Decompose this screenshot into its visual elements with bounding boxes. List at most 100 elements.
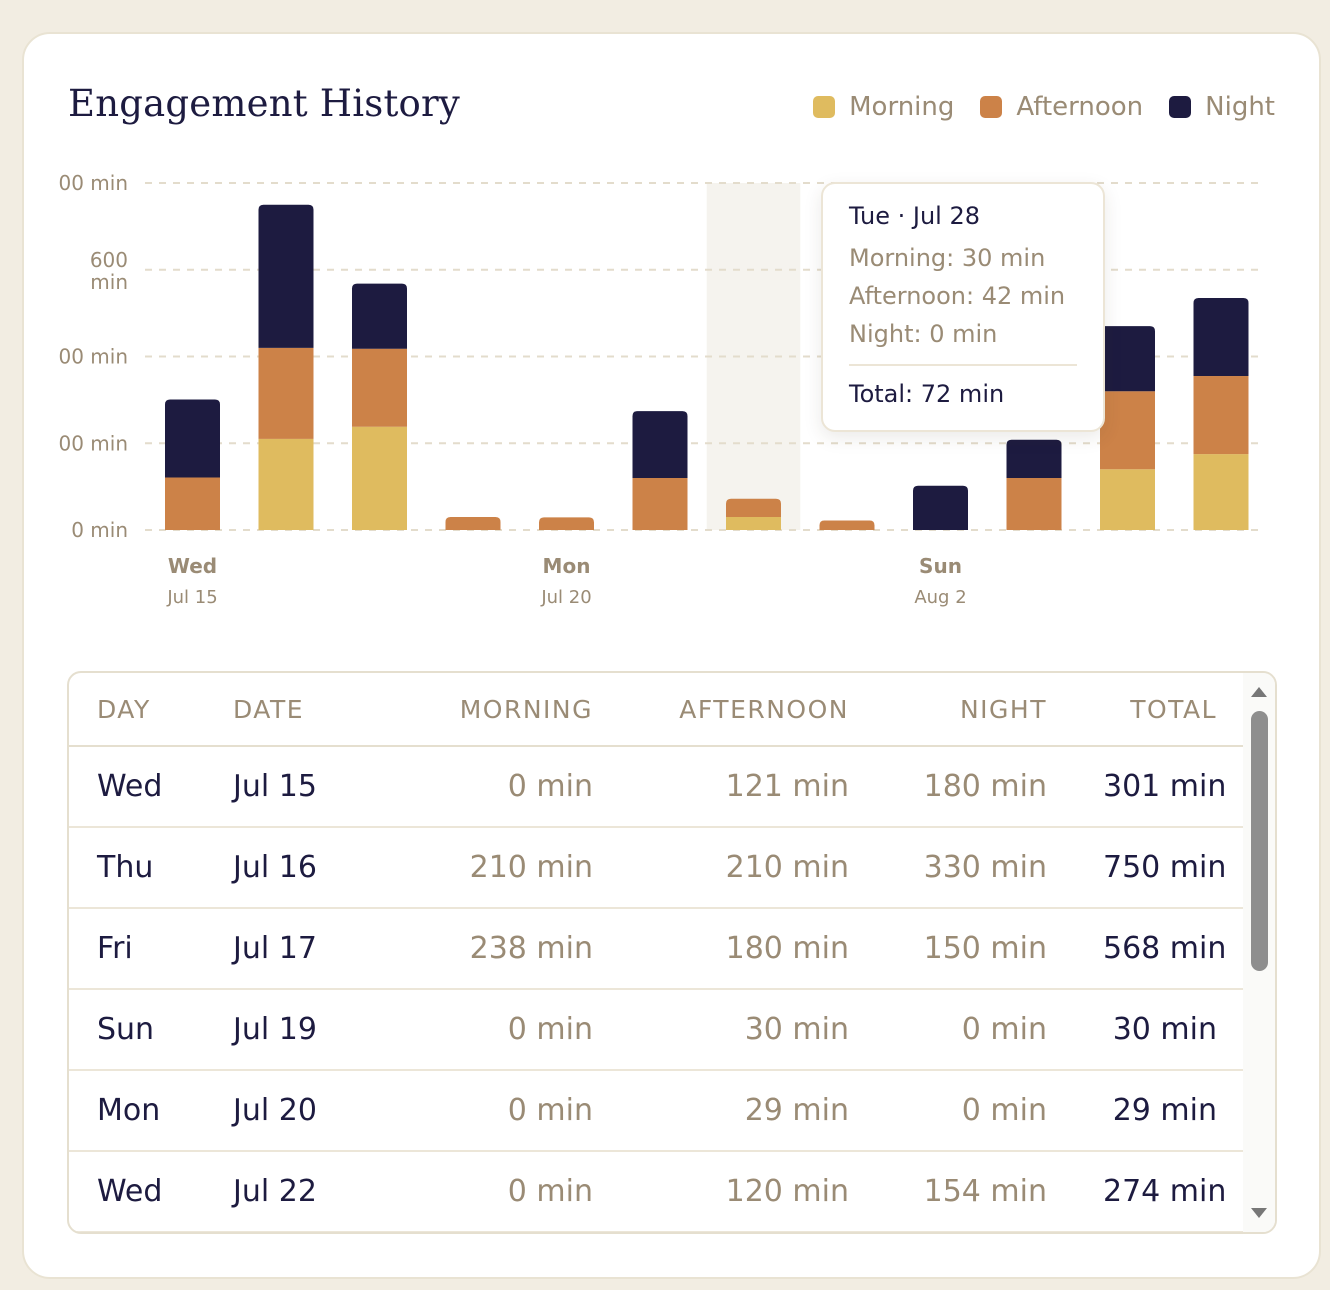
engagement-table-container[interactable]: DAY DATE MORNING AFTERNOON NIGHT TOTAL W…	[67, 671, 1277, 1234]
cell-morning: 0 min	[375, 1070, 621, 1152]
legend-label-night: Night	[1205, 92, 1275, 122]
cell-date: Jul 16	[205, 827, 375, 909]
header-afternoon[interactable]: AFTERNOON	[621, 673, 877, 747]
cell-day: Wed	[69, 746, 205, 828]
scrollbar-thumb[interactable]	[1251, 711, 1268, 971]
bar-segment-morning	[1193, 454, 1249, 530]
cell-date: Jul 17	[205, 908, 375, 990]
bar-segment-afternoon	[819, 520, 875, 530]
cell-day: Thu	[69, 827, 205, 909]
bar-segment-afternoon	[1193, 376, 1249, 455]
header-date[interactable]: DATE	[205, 673, 375, 747]
bar-segment-morning	[726, 516, 781, 530]
cell-afternoon: 120 min	[621, 1151, 877, 1232]
header-day[interactable]: DAY	[69, 673, 205, 747]
cell-afternoon: 121 min	[621, 746, 877, 828]
bar-segment-afternoon	[258, 347, 314, 439]
bar-segment-night	[1006, 439, 1062, 478]
cell-night: 0 min	[877, 989, 1075, 1071]
bar-segment-morning	[352, 426, 407, 530]
table-row: Sun Jul 19 0 min 30 min 0 min 30 min	[69, 989, 1245, 1071]
cell-morning: 238 min	[375, 908, 621, 990]
table-row: Thu Jul 16 210 min 210 min 330 min 750 m…	[69, 827, 1245, 909]
y-tick-label: 600	[90, 248, 128, 272]
cell-morning: 0 min	[375, 989, 621, 1071]
legend-label-afternoon: Afternoon	[1016, 92, 1144, 122]
cell-total: 568 min	[1075, 908, 1245, 990]
x-tick-day-label: Mon	[543, 554, 591, 578]
cell-total: 274 min	[1075, 1151, 1245, 1232]
cell-total: 29 min	[1075, 1070, 1245, 1152]
bar-segment-afternoon	[165, 477, 220, 530]
bar-segment-afternoon	[445, 516, 501, 530]
x-tick-date-label: Jul 15	[166, 587, 217, 608]
y-tick-label: 00 min	[58, 345, 128, 369]
legend-label-morning: Morning	[849, 92, 955, 122]
cell-afternoon: 210 min	[621, 827, 877, 909]
bar-segment-night	[913, 485, 968, 530]
chart-legend: Morning Afternoon Night	[787, 92, 1275, 122]
legend-item-morning[interactable]: Morning	[813, 92, 954, 122]
table-header-row: DAY DATE MORNING AFTERNOON NIGHT TOTAL	[69, 673, 1245, 747]
bar-segment-morning	[1100, 469, 1155, 530]
scroll-down-arrow-icon[interactable]	[1251, 1208, 1267, 1218]
engagement-table: DAY DATE MORNING AFTERNOON NIGHT TOTAL W…	[69, 673, 1245, 1232]
legend-item-afternoon[interactable]: Afternoon	[980, 92, 1143, 122]
page-title: Engagement History	[68, 82, 461, 125]
legend-item-night[interactable]: Night	[1169, 92, 1275, 122]
tooltip-total: Total: 72 min	[849, 380, 1005, 408]
tooltip-title: Tue · Jul 28	[849, 202, 981, 230]
bar-segment-night	[1100, 326, 1155, 392]
table-row: Wed Jul 22 0 min 120 min 154 min 274 min	[69, 1151, 1245, 1232]
header-morning[interactable]: MORNING	[375, 673, 621, 747]
tooltip-night: Night: 0 min	[849, 320, 998, 348]
chart-tooltip: Tue · Jul 28 Morning: 30 min Afternoon: …	[821, 182, 1105, 432]
cell-total: 750 min	[1075, 827, 1245, 909]
table-row: Mon Jul 20 0 min 29 min 0 min 29 min	[69, 1070, 1245, 1152]
x-tick-day-label: Sun	[919, 554, 962, 578]
bar-segment-afternoon	[1006, 477, 1062, 530]
cell-morning: 0 min	[375, 1151, 621, 1232]
y-tick-label: 00 min	[58, 431, 128, 455]
cell-morning: 210 min	[375, 827, 621, 909]
bar-segment-night	[165, 399, 220, 478]
cell-night: 0 min	[877, 1070, 1075, 1152]
bar-segment-morning	[258, 438, 314, 530]
y-tick-label: 0 min	[71, 518, 128, 542]
cell-date: Jul 15	[205, 746, 375, 828]
header-total[interactable]: TOTAL	[1075, 673, 1245, 747]
bar-segment-afternoon	[726, 498, 781, 517]
legend-swatch-night	[1169, 96, 1192, 118]
bar-segment-night	[632, 411, 688, 478]
table-row: Fri Jul 17 238 min 180 min 150 min 568 m…	[69, 908, 1245, 990]
table-scrollbar[interactable]	[1243, 673, 1275, 1232]
cell-afternoon: 180 min	[621, 908, 877, 990]
bar-segment-afternoon	[352, 348, 407, 427]
bar-segment-afternoon	[1100, 391, 1155, 470]
scroll-up-arrow-icon[interactable]	[1251, 687, 1267, 697]
cell-day: Fri	[69, 908, 205, 990]
table-row: Wed Jul 15 0 min 121 min 180 min 301 min	[69, 746, 1245, 828]
tooltip-morning: Morning: 30 min	[849, 244, 1046, 272]
cell-night: 154 min	[877, 1151, 1075, 1232]
cell-date: Jul 20	[205, 1070, 375, 1152]
cell-date: Jul 22	[205, 1151, 375, 1232]
legend-swatch-afternoon	[980, 96, 1003, 118]
cell-afternoon: 30 min	[621, 989, 877, 1071]
cell-night: 330 min	[877, 827, 1075, 909]
tooltip-divider	[849, 364, 1077, 366]
bar-segment-afternoon	[539, 517, 594, 530]
y-tick-label: min	[90, 270, 128, 294]
bar-segment-afternoon	[632, 477, 688, 530]
bar-segment-night	[258, 204, 314, 348]
header-night[interactable]: NIGHT	[877, 673, 1075, 747]
cell-afternoon: 29 min	[621, 1070, 877, 1152]
cell-day: Sun	[69, 989, 205, 1071]
cell-night: 150 min	[877, 908, 1075, 990]
bar-segment-night	[1193, 297, 1249, 377]
cell-night: 180 min	[877, 746, 1075, 828]
cell-day: Wed	[69, 1151, 205, 1232]
cell-morning: 0 min	[375, 746, 621, 828]
legend-swatch-morning	[813, 96, 836, 118]
